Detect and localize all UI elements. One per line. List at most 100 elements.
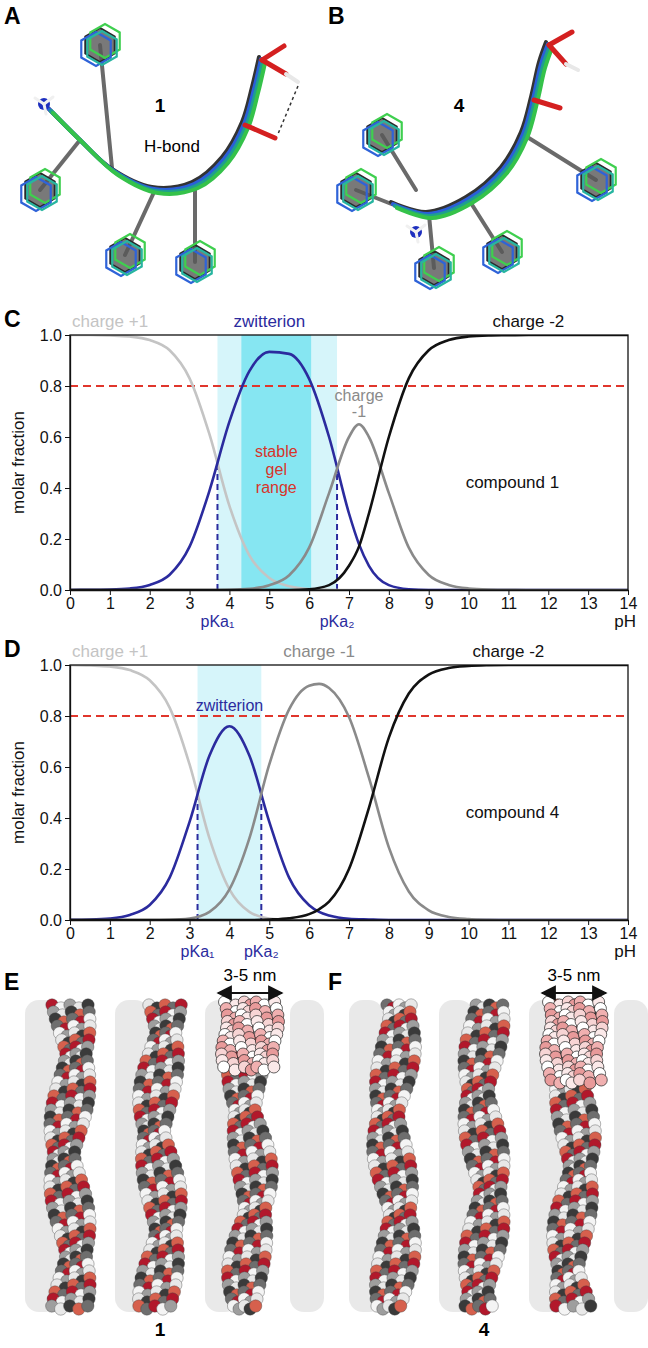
bond [534,100,560,108]
x-tick-label: 9 [425,925,434,942]
x-tick-mark [389,590,390,595]
x-tick-mark [229,920,230,925]
x-tick-label: 1 [106,595,115,612]
highlight-atom [218,1061,230,1073]
series-line [70,335,628,590]
x-tick-mark [469,920,470,925]
ring-outline [343,176,372,210]
highlight-atom [268,1061,280,1073]
atom [486,1300,498,1312]
series-label-line: -1 [352,403,366,420]
backbone [391,42,546,212]
y-tick: 0.8 [40,378,70,395]
pka-line [197,794,199,920]
x-tick-label: 4 [225,595,234,612]
x-tick: 4 [225,590,234,612]
x-tick: 1 [106,920,115,942]
x-tick: 10 [460,920,478,942]
y-tick-mark [65,590,70,591]
x-tick: 9 [425,920,434,942]
series-line [70,726,628,920]
shaded-range [217,335,337,590]
bond [566,64,578,70]
x-tick-label: 12 [540,595,558,612]
x-tick-label: 8 [385,925,394,942]
y-tick-label: 0.2 [40,861,62,878]
series-label: zwitterion [233,312,305,331]
x-tick: 8 [385,590,394,612]
ring-outline [27,176,56,210]
x-tick-label: 0 [66,925,75,942]
x-tick: 0 [66,590,75,612]
panel-letter: C [4,306,21,332]
y-tick-mark [65,335,70,336]
pka-label: pKa₁ [181,943,215,960]
x-tick-label: 10 [460,595,478,612]
panel-letter: D [4,636,21,662]
series-label: zwitterion [196,697,264,714]
band-label-line: stable [255,443,298,460]
x-tick-mark [309,920,310,925]
y-tick: 0.4 [40,480,70,497]
background-fibril [25,1000,59,1312]
plot-area [70,665,628,920]
bond [286,74,298,82]
x-tick: 9 [425,590,434,612]
x-tick-mark [628,920,629,925]
atom [394,1300,406,1312]
compound-label: 1 [155,1319,166,1340]
x-tick-mark [429,920,430,925]
series-label-line: charge +1 [72,312,148,331]
highlight-atom [584,1077,596,1089]
x-tick: 10 [460,590,478,612]
series-label: charge +1 [72,642,148,661]
x-tick-label: 13 [580,595,598,612]
x-tick: 12 [540,590,558,612]
x-tick-mark [70,590,71,595]
bond [35,98,44,104]
annotation: compound 1 [466,473,560,492]
series-label-line: charge -2 [473,642,545,661]
x-tick: 2 [146,920,155,942]
series-label: charge -2 [492,312,564,331]
y-tick-mark [65,539,70,540]
series-label-line: charge [335,387,384,404]
chart-panel: 012345678910111213140.00.20.40.60.81.0pH… [9,312,638,631]
shaded-range [241,335,311,590]
y-tick: 1.0 [40,657,70,674]
x-tick-mark [110,590,111,595]
ring-outline [372,114,401,148]
series-label: charge -1 [283,642,355,661]
x-tick-label: 7 [345,925,354,942]
panel-letter: F [328,969,342,995]
band-label-line: gel [266,461,287,478]
backbone [47,57,259,188]
x-tick-label: 9 [425,595,434,612]
series-label-line: zwitterion [196,697,264,714]
x-tick-label: 14 [620,925,638,942]
width-arrow [218,992,282,994]
y-axis-line [70,666,71,921]
y-tick-label: 0.8 [40,708,62,725]
compound-label: 4 [479,1319,490,1340]
backbone [397,48,552,218]
series-line [70,352,628,590]
series-line [70,335,628,590]
x-tick-label: 10 [460,925,478,942]
bond [416,232,418,242]
x-tick: 13 [580,920,598,942]
backbone [53,63,265,194]
series-label: charge +1 [72,312,148,331]
y-tick-label: 0.6 [40,759,62,776]
x-tick: 3 [186,590,195,612]
background-fibril [614,1000,648,1312]
structure-panel: 1H-bond [21,24,298,283]
x-tick-label: 2 [146,925,155,942]
x-tick-mark [508,920,509,925]
y-tick: 0.0 [40,582,70,599]
x-tick: 11 [501,590,518,612]
x-tick-label: 13 [580,925,598,942]
x-tick: 2 [146,590,155,612]
x-axis: 01234567891011121314 [66,920,637,942]
x-tick-mark [190,590,191,595]
